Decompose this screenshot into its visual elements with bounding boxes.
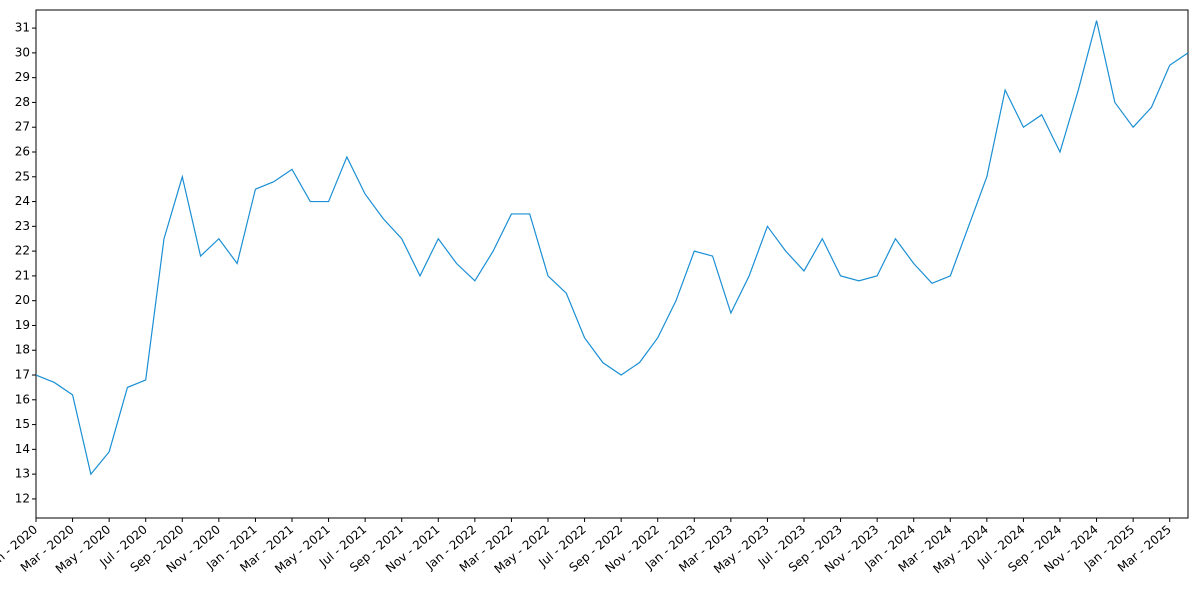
- y-tick-label: 13: [15, 467, 30, 481]
- price-line: [35, 20, 1189, 476]
- y-tick-label: 21: [15, 268, 30, 282]
- y-tick-label: 22: [15, 244, 30, 258]
- y-tick-label: 20: [15, 293, 30, 307]
- y-tick-label: 27: [15, 120, 30, 134]
- y-tick-label: 26: [15, 144, 30, 158]
- y-tick-label: 24: [15, 194, 30, 208]
- y-tick-label: 29: [15, 70, 30, 84]
- y-tick-label: 14: [15, 442, 30, 456]
- plot-frame: [35, 9, 1189, 519]
- y-tick-label: 17: [15, 368, 30, 382]
- y-tick-label: 25: [15, 169, 30, 183]
- y-tick-label: 12: [15, 491, 30, 505]
- y-tick-label: 28: [15, 95, 30, 109]
- y-tick-label: 19: [15, 318, 30, 332]
- y-tick-label: 31: [15, 21, 30, 35]
- y-tick-label: 18: [15, 343, 30, 357]
- y-tick-label: 15: [15, 417, 30, 431]
- y-tick-label: 23: [15, 219, 30, 233]
- y-tick-label: 16: [15, 392, 30, 406]
- y-tick-label: 30: [15, 45, 30, 59]
